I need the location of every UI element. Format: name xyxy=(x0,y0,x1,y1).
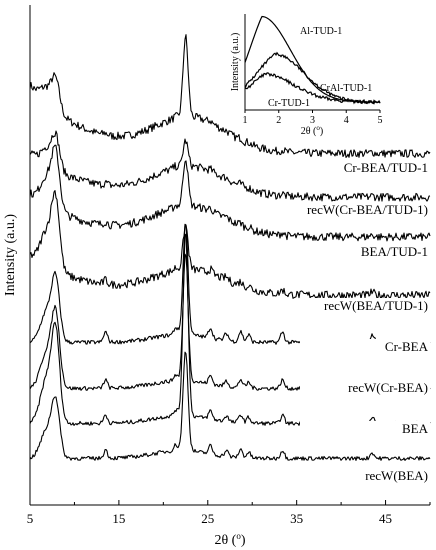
inset-y-axis-label: Intensity (a.u.) xyxy=(230,33,241,92)
series-label: recW(Cr-BEA) xyxy=(348,380,428,395)
series-label: Cr-BEA/TUD-1 xyxy=(344,160,428,175)
x-tick-label: 35 xyxy=(290,511,303,526)
trace-recw-bea-tud-1- xyxy=(29,190,431,300)
inset-series-labels: Al-TUD-1 CrAl-TUD-1 Cr-TUD-1 xyxy=(268,26,372,109)
series-label: recW(BEA/TUD-1) xyxy=(324,298,428,313)
main-x-ticks: 5 15 25 35 45 xyxy=(27,500,431,526)
trace-recw-bea- xyxy=(29,351,431,461)
trace-bea-tud-1 xyxy=(29,144,431,242)
y-axis-label: Intensity (a.u.) xyxy=(3,214,18,296)
series-label-background xyxy=(300,244,430,260)
series-label: recW(BEA) xyxy=(365,468,428,483)
trace-recw-cr-bea-tud-1- xyxy=(29,130,431,202)
inset-x-axis-label: 2θ (o) xyxy=(301,124,323,137)
inset-chart: 1 2 3 4 5 Al-TUD-1 CrAl-TUD-1 Cr-TUD-1 Intensi… xyxy=(230,10,386,137)
series-label-background xyxy=(300,468,430,484)
x-axis-label: 2θ (o) xyxy=(214,531,245,548)
trace-recw-cr-bea- xyxy=(29,253,431,391)
trace-bea xyxy=(29,233,431,426)
x-tick-label: 5 xyxy=(27,511,34,526)
inset-series-label: CrAl-TUD-1 xyxy=(320,83,372,94)
inset-series-label: Al-TUD-1 xyxy=(300,26,342,37)
series-label: BEA xyxy=(402,421,429,436)
inset-trace-cr-tud-1 xyxy=(244,72,381,105)
series-label: BEA/TUD-1 xyxy=(361,244,428,259)
series-label-background xyxy=(300,298,430,314)
inset-x-tick-label: 3 xyxy=(310,115,315,126)
series-labels: Cr-BEA/TUD-1 recW(Cr-BEA/TUD-1) BEA/TUD-1 r… xyxy=(300,160,430,484)
x-tick-label: 25 xyxy=(201,511,214,526)
inset-x-tick-label: 1 xyxy=(243,115,248,126)
series-label-background xyxy=(300,160,430,176)
series-label-background xyxy=(300,421,430,437)
inset-x-ticks: 1 2 3 4 5 xyxy=(243,110,383,126)
x-tick-label: 45 xyxy=(379,511,392,526)
series-label-background xyxy=(300,339,430,355)
trace-cr-bea xyxy=(29,223,431,345)
trace-cr-bea-tud-1 xyxy=(29,34,431,158)
series-label: Cr-BEA xyxy=(385,339,429,354)
inset-background xyxy=(240,10,386,126)
inset-trace-cral-tud-1 xyxy=(244,51,381,105)
inset-series-label: Cr-TUD-1 xyxy=(268,98,310,109)
x-tick-label: 15 xyxy=(112,511,125,526)
inset-x-tick-label: 4 xyxy=(344,115,349,126)
inset-x-tick-label: 5 xyxy=(378,115,383,126)
series-label-background xyxy=(300,380,430,396)
series-label-background xyxy=(300,202,430,218)
main-traces xyxy=(29,34,431,461)
series-label: recW(Cr-BEA/TUD-1) xyxy=(307,202,428,217)
inset-x-tick-label: 2 xyxy=(276,115,281,126)
inset-traces xyxy=(244,15,381,105)
